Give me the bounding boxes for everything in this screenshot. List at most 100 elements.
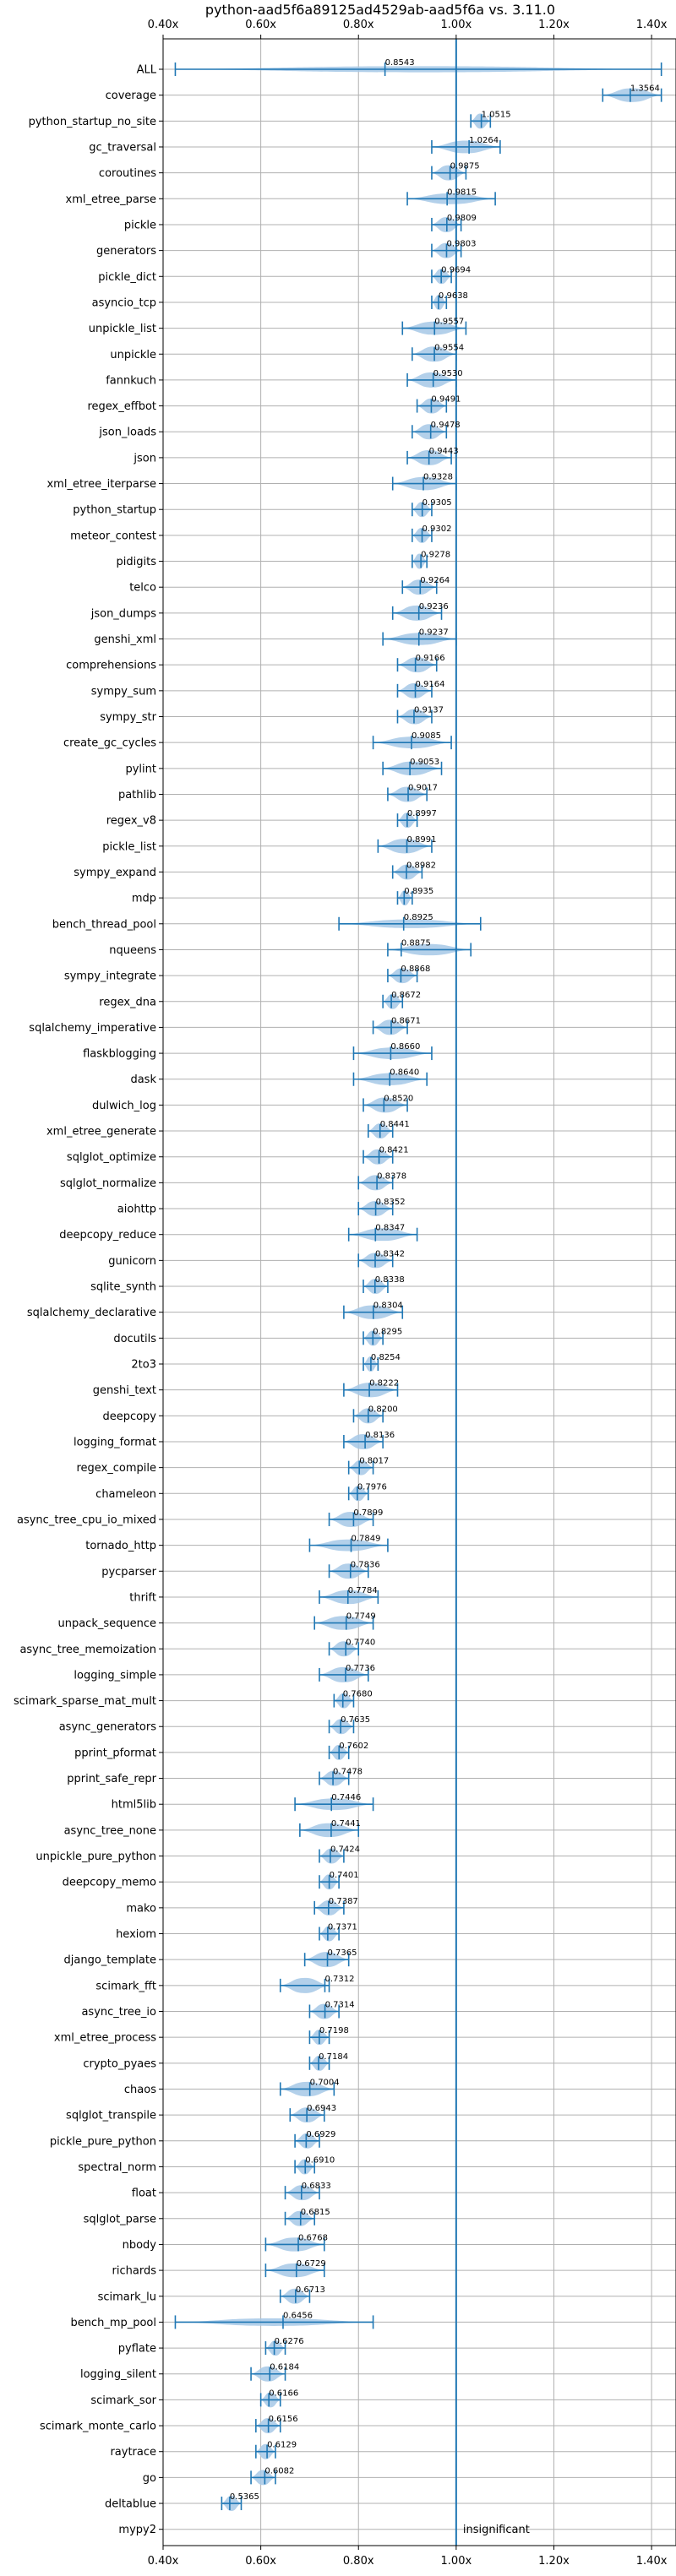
- category-label: dulwich_log: [92, 1100, 156, 1112]
- category-label: go: [143, 2472, 156, 2485]
- label-layer: 0.40x 0.40x 0.60x 0.60x 0.80x 0.80x 1.00x 1.00x…: [14, 19, 668, 2568]
- category-label: mypy2: [118, 2524, 156, 2536]
- category-label: nqueens: [109, 944, 156, 957]
- value-label: 0.6456: [283, 2311, 313, 2320]
- x-tick-label-top: 0.80x: [343, 19, 374, 31]
- value-label: 0.7602: [339, 1742, 368, 1751]
- category-label: sqlglot_transpile: [66, 2110, 156, 2122]
- category-label: deltablue: [105, 2498, 156, 2511]
- value-label: 0.9164: [416, 680, 445, 689]
- value-label: 0.9166: [416, 654, 445, 663]
- value-label: 0.7424: [330, 1845, 360, 1855]
- category-label: hexiom: [116, 1928, 156, 1941]
- category-label: xml_etree_process: [54, 2032, 156, 2045]
- category-label: scimark_lu: [98, 2291, 156, 2303]
- category-label: coroutines: [99, 167, 156, 180]
- value-label: 0.7680: [343, 1690, 373, 1699]
- category-label: docutils: [113, 1333, 156, 1345]
- x-tick-label-top: 1.20x: [538, 19, 570, 31]
- value-label: 0.6929: [306, 2130, 335, 2139]
- value-label: 0.8295: [373, 1327, 402, 1336]
- value-label: 0.9638: [439, 291, 468, 301]
- value-label: 0.7387: [329, 1897, 358, 1906]
- value-label: 0.5365: [230, 2492, 259, 2502]
- category-label: float: [132, 2187, 156, 2200]
- value-label: 0.8441: [380, 1120, 410, 1129]
- value-label: 0.9264: [420, 576, 450, 585]
- x-tick-label-bottom: 1.20x: [538, 2555, 570, 2568]
- value-label: 0.9137: [414, 706, 444, 715]
- category-label: async_generators: [59, 1721, 157, 1734]
- category-label: unpickle_pure_python: [35, 1850, 156, 1863]
- category-label: sqlalchemy_imperative: [29, 1022, 156, 1035]
- category-label: 2to3: [131, 1359, 156, 1372]
- insignificant-label: insignificant: [463, 2524, 530, 2536]
- value-label: 0.7836: [351, 1560, 380, 1569]
- category-label: async_tree_memoization: [19, 1644, 156, 1656]
- category-label: django_template: [64, 1954, 156, 1967]
- value-label: 0.6910: [305, 2155, 335, 2165]
- value-label: 0.7784: [348, 1586, 378, 1595]
- category-label: unpickle: [110, 349, 156, 361]
- value-label: 0.9278: [421, 551, 450, 560]
- category-label: python_startup: [73, 504, 156, 517]
- value-label: 0.6082: [264, 2466, 294, 2475]
- category-label: raytrace: [110, 2446, 156, 2459]
- category-label: sqlalchemy_declarative: [27, 1307, 156, 1319]
- value-label: 0.9017: [408, 783, 438, 792]
- category-label: coverage: [106, 90, 156, 102]
- category-label: sympy_sum: [91, 685, 156, 698]
- category-label: gc_traversal: [89, 141, 156, 154]
- value-label: 0.8017: [359, 1457, 389, 1466]
- value-label: 0.8982: [406, 861, 436, 870]
- value-label: 0.7441: [331, 1819, 361, 1829]
- category-label: logging_simple: [74, 1669, 156, 1682]
- category-label: mdp: [132, 893, 156, 905]
- x-tick-label-bottom: 0.60x: [245, 2555, 276, 2568]
- value-label: 0.8672: [391, 991, 421, 1000]
- category-label: pickle: [124, 219, 156, 231]
- value-label: 0.9053: [410, 758, 439, 767]
- value-label: 0.8342: [375, 1249, 405, 1258]
- category-label: sqlglot_parse: [84, 2213, 156, 2225]
- category-label: regex_compile: [76, 1462, 156, 1475]
- value-label: 0.6129: [267, 2441, 297, 2450]
- value-label: 0.8421: [379, 1146, 409, 1155]
- category-label: create_gc_cycles: [63, 737, 156, 750]
- value-label: 0.9557: [434, 318, 464, 327]
- category-label: deepcopy: [102, 1410, 156, 1423]
- category-label: chameleon: [95, 1488, 156, 1501]
- x-tick-label-bottom: 0.40x: [148, 2555, 179, 2568]
- value-label: 0.7371: [328, 1923, 357, 1932]
- x-tick-label-top: 1.00x: [441, 19, 472, 31]
- value-label: 0.6156: [269, 2415, 298, 2424]
- category-label: scimark_sor: [90, 2394, 156, 2407]
- category-label: sqlite_synth: [90, 1281, 156, 1294]
- value-label: 0.9085: [412, 731, 441, 741]
- category-label: json: [133, 452, 156, 465]
- value-label: 0.6184: [270, 2363, 299, 2372]
- value-label: 0.6768: [298, 2233, 328, 2242]
- category-label: sympy_str: [100, 711, 156, 724]
- value-label: 0.8378: [377, 1171, 406, 1181]
- value-label: 0.7446: [331, 1793, 361, 1802]
- category-label: fannkuch: [106, 374, 156, 387]
- category-label: nbody: [123, 2239, 157, 2252]
- value-label: 0.8875: [401, 938, 431, 948]
- category-label: async_tree_none: [64, 1824, 156, 1837]
- x-tick-label-top: 1.40x: [636, 19, 668, 31]
- value-label: 0.9809: [447, 214, 477, 223]
- category-label: scimark_monte_carlo: [40, 2421, 156, 2433]
- value-label: 0.6833: [302, 2182, 331, 2191]
- value-label: 0.7736: [346, 1664, 375, 1673]
- category-label: spectral_norm: [78, 2161, 156, 2174]
- category-label: sqlglot_normalize: [60, 1177, 156, 1190]
- category-label: flaskblogging: [83, 1048, 156, 1061]
- category-label: pathlib: [118, 789, 156, 802]
- category-label: tornado_http: [85, 1540, 156, 1552]
- category-label: regex_dna: [99, 996, 156, 1008]
- value-label: 0.9491: [431, 395, 461, 405]
- category-label: dask: [130, 1073, 156, 1086]
- value-label: 0.8222: [369, 1379, 399, 1389]
- category-label: xml_etree_parse: [66, 193, 156, 206]
